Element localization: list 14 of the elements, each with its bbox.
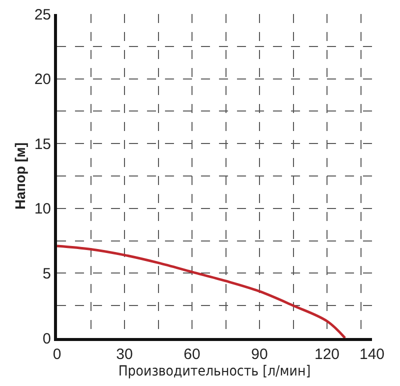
y-tick-label: 25: [34, 6, 51, 24]
y-tick-label: 5: [42, 265, 51, 282]
x-tick-label: 140: [359, 346, 385, 363]
y-tick-label: 20: [34, 71, 51, 88]
x-axis-title: Производительность [л/мин]: [118, 363, 311, 380]
line-series: [57, 244, 346, 338]
x-tick-label: 30: [116, 346, 133, 363]
y-tick-label: 15: [34, 136, 51, 153]
x-tick-label: 120: [314, 346, 340, 363]
x-tick-label: 60: [184, 346, 200, 363]
y-axis-title: Напор [м]: [12, 142, 28, 210]
y-tick-label: 10: [34, 200, 51, 218]
x-tick-label: 90: [251, 346, 268, 363]
y-tick-label: 0: [42, 330, 51, 348]
